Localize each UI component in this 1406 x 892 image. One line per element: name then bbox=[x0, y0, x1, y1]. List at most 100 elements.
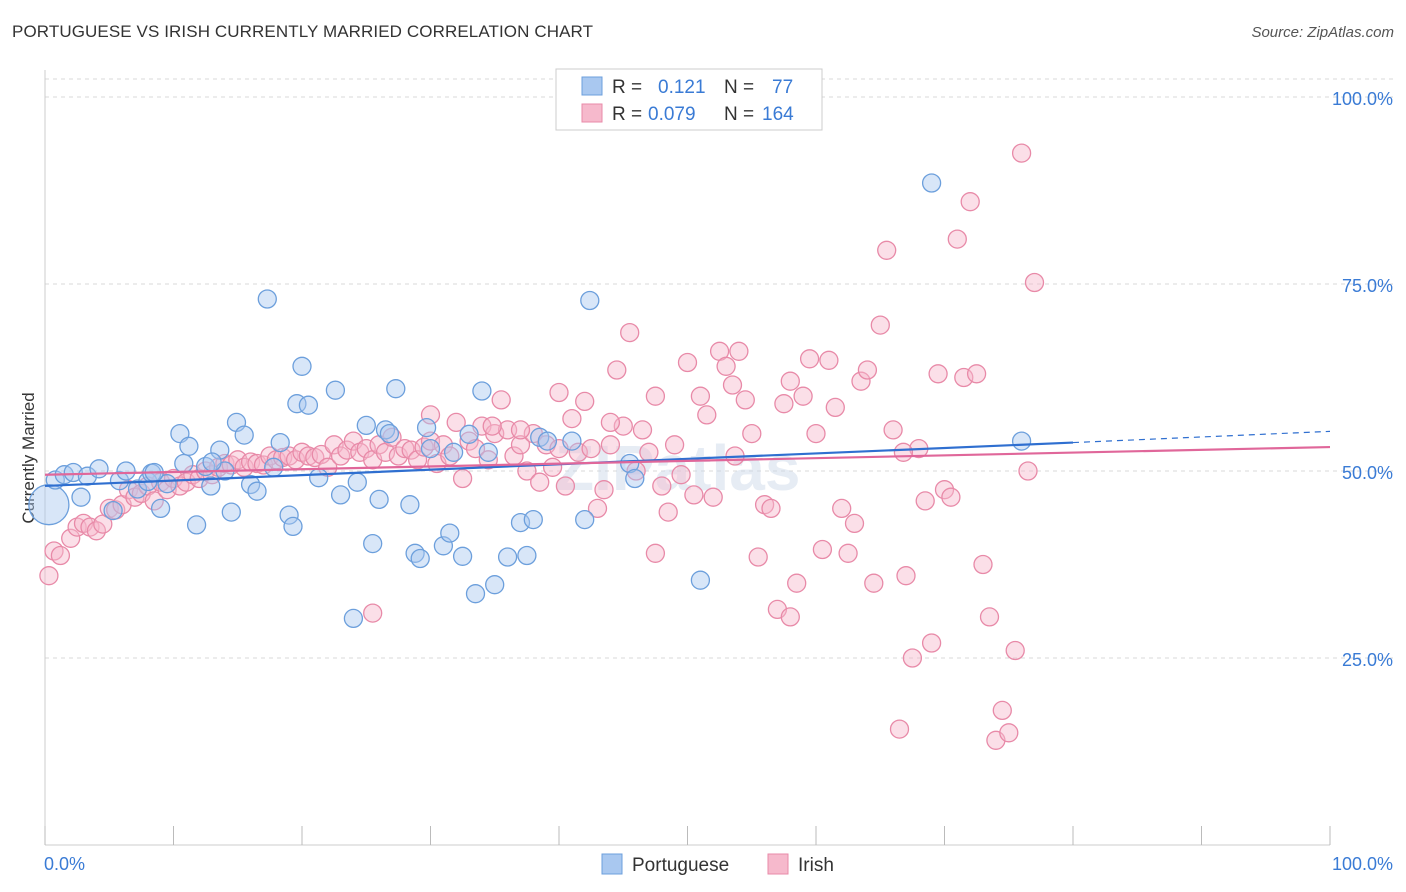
irish-point bbox=[1024, 272, 1045, 293]
irish-point bbox=[684, 485, 704, 505]
irish-point bbox=[812, 539, 833, 560]
portuguese-point bbox=[257, 289, 277, 309]
portuguese-point bbox=[89, 459, 109, 479]
irish-point bbox=[420, 405, 441, 425]
irish-point bbox=[510, 435, 531, 455]
y-tick-label: 25.0% bbox=[1342, 650, 1393, 670]
irish-point bbox=[902, 648, 923, 668]
irish-point bbox=[356, 438, 376, 459]
irish-point bbox=[966, 364, 987, 384]
irish-point bbox=[870, 315, 890, 335]
legend-irish-label: Irish bbox=[798, 855, 834, 876]
irish-point bbox=[973, 554, 993, 575]
portuguese-points bbox=[28, 173, 1032, 629]
portuguese-point bbox=[580, 290, 600, 311]
irish-point bbox=[677, 352, 698, 373]
irish-point bbox=[697, 405, 717, 425]
irish-point bbox=[581, 438, 601, 459]
portuguese-point bbox=[270, 432, 290, 453]
portuguese-point bbox=[400, 495, 420, 515]
legend-portuguese-swatch bbox=[601, 853, 623, 875]
irish-point bbox=[928, 364, 948, 384]
portuguese-point bbox=[443, 442, 464, 462]
y-tick-label: 100.0% bbox=[1332, 89, 1393, 109]
irish-point bbox=[889, 719, 910, 739]
portuguese-point bbox=[465, 584, 486, 604]
portuguese-point bbox=[416, 417, 437, 438]
portuguese-point bbox=[330, 485, 351, 505]
portuguese-point bbox=[459, 424, 479, 444]
irish-point bbox=[1011, 143, 1032, 163]
portuguese-point bbox=[309, 468, 329, 488]
irish-point bbox=[742, 423, 762, 444]
irish-point bbox=[893, 442, 914, 462]
irish-point bbox=[838, 543, 858, 563]
portuguese-point bbox=[562, 431, 582, 451]
irish-point bbox=[780, 371, 800, 391]
irish-point bbox=[452, 468, 473, 489]
irish-point bbox=[459, 431, 479, 451]
irish-point bbox=[934, 480, 955, 500]
irish-point bbox=[530, 472, 550, 492]
portuguese-point bbox=[292, 356, 312, 376]
portuguese-point bbox=[234, 425, 254, 445]
irish-point bbox=[921, 633, 942, 653]
irish-point bbox=[992, 700, 1012, 721]
portuguese-point bbox=[523, 509, 543, 530]
irish-point bbox=[61, 528, 81, 548]
irish-point bbox=[594, 480, 614, 500]
portuguese-point bbox=[478, 442, 498, 462]
irish-point bbox=[234, 457, 254, 477]
irish-point bbox=[446, 412, 466, 433]
portuguese-point bbox=[625, 468, 645, 489]
irish-point bbox=[806, 423, 826, 444]
y-tick-label: 50.0% bbox=[1342, 463, 1393, 483]
portuguese-point bbox=[210, 440, 230, 460]
bottom-legend: Portuguese Irish bbox=[601, 853, 834, 876]
portuguese-point bbox=[356, 415, 376, 436]
irish-point bbox=[562, 408, 582, 429]
portuguese-point bbox=[71, 487, 91, 507]
portuguese-point bbox=[497, 547, 518, 567]
portuguese-point bbox=[103, 500, 123, 521]
portuguese-point bbox=[620, 453, 640, 474]
irish-point bbox=[482, 416, 502, 436]
portuguese-point bbox=[127, 479, 148, 499]
x-tick-label-min: 0.0% bbox=[44, 854, 85, 874]
portuguese-point bbox=[369, 489, 389, 510]
portuguese-point bbox=[440, 523, 460, 543]
irish-point bbox=[979, 607, 1000, 627]
irish-point bbox=[735, 390, 755, 410]
irish-point bbox=[652, 476, 672, 496]
irish-point bbox=[639, 442, 659, 462]
irish-point bbox=[844, 513, 865, 534]
irish-point bbox=[645, 543, 666, 563]
portuguese-point bbox=[264, 457, 284, 477]
irish-point bbox=[510, 420, 531, 440]
irish-r-value: 0.079 bbox=[648, 104, 696, 125]
portuguese-point bbox=[420, 438, 441, 459]
irish-point bbox=[144, 491, 164, 511]
irish-point bbox=[793, 386, 813, 406]
portuguese-point bbox=[201, 476, 221, 496]
portuguese-point bbox=[109, 471, 130, 491]
irish-n-value: 164 bbox=[762, 104, 794, 125]
irish-point bbox=[941, 487, 961, 507]
y-tick-label: 75.0% bbox=[1342, 276, 1393, 296]
x-ticks bbox=[44, 826, 1331, 845]
legend-irish-swatch bbox=[767, 853, 789, 875]
irish-n-label: N = bbox=[724, 104, 754, 125]
irish-point bbox=[645, 386, 666, 406]
irish-point bbox=[607, 360, 627, 380]
y-tick-labels: 25.0% 50.0% 75.0% 100.0% bbox=[1332, 89, 1393, 670]
portuguese-point bbox=[347, 472, 367, 492]
portuguese-point bbox=[174, 453, 194, 474]
x-tick-label-max: 100.0% bbox=[1332, 854, 1393, 874]
portuguese-point bbox=[485, 575, 505, 595]
portuguese-point bbox=[343, 608, 364, 629]
irish-point bbox=[877, 240, 897, 260]
irish-swatch bbox=[581, 103, 603, 123]
irish-point bbox=[664, 435, 685, 455]
irish-point bbox=[947, 229, 967, 249]
irish-point bbox=[819, 350, 839, 370]
